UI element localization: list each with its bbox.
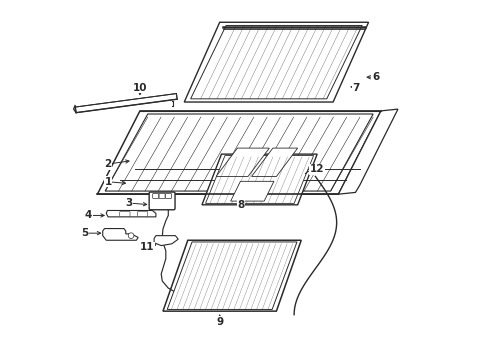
- FancyBboxPatch shape: [149, 192, 175, 210]
- Polygon shape: [251, 148, 297, 176]
- Polygon shape: [205, 156, 313, 203]
- Text: 11: 11: [140, 242, 154, 252]
- Polygon shape: [202, 154, 317, 205]
- Circle shape: [128, 233, 134, 238]
- Text: 10: 10: [132, 83, 147, 93]
- Polygon shape: [102, 229, 138, 240]
- Text: 5: 5: [81, 228, 88, 238]
- FancyBboxPatch shape: [159, 193, 165, 198]
- Text: 4: 4: [85, 211, 92, 220]
- FancyBboxPatch shape: [137, 212, 147, 216]
- Text: 9: 9: [216, 317, 223, 327]
- Text: 1: 1: [104, 177, 111, 187]
- Polygon shape: [106, 211, 156, 217]
- Polygon shape: [154, 236, 178, 246]
- FancyBboxPatch shape: [165, 193, 171, 198]
- Polygon shape: [338, 109, 397, 194]
- Text: 3: 3: [125, 198, 133, 208]
- Polygon shape: [216, 148, 269, 176]
- Polygon shape: [190, 26, 362, 99]
- Text: 12: 12: [309, 165, 324, 174]
- Polygon shape: [230, 181, 273, 201]
- FancyBboxPatch shape: [120, 212, 130, 216]
- FancyBboxPatch shape: [152, 193, 159, 198]
- Polygon shape: [105, 114, 372, 191]
- Polygon shape: [97, 111, 380, 194]
- Text: 8: 8: [237, 200, 244, 210]
- Text: 6: 6: [371, 72, 379, 82]
- Text: 7: 7: [352, 83, 359, 93]
- Polygon shape: [75, 94, 177, 113]
- Polygon shape: [163, 240, 301, 311]
- Text: 2: 2: [104, 159, 111, 169]
- Polygon shape: [167, 242, 296, 310]
- Polygon shape: [184, 22, 368, 102]
